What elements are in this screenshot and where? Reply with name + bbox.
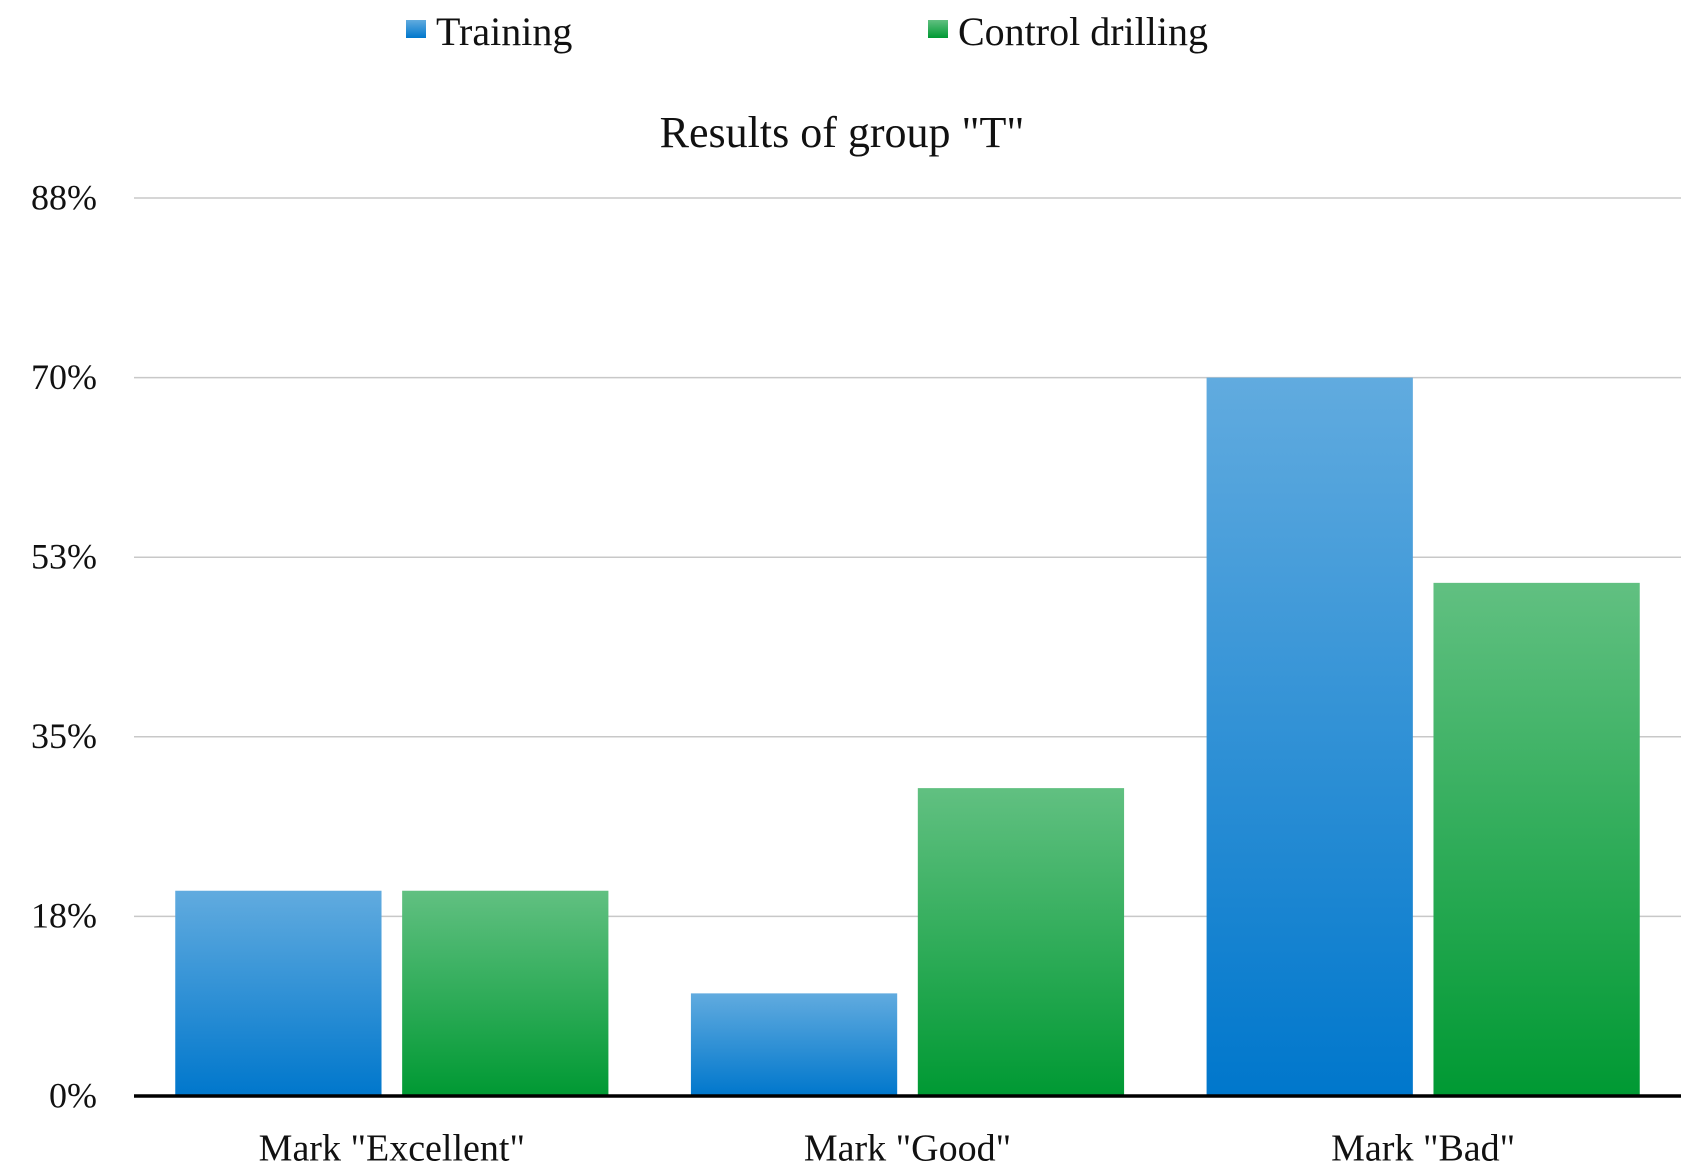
x-tick-label: Mark "Bad" <box>1331 1128 1515 1170</box>
bar <box>1433 582 1640 1096</box>
x-tick-label: Mark "Good" <box>804 1128 1011 1170</box>
bar <box>402 890 609 1096</box>
legend-label: Control drilling <box>958 9 1208 54</box>
y-tick-label: 88% <box>31 177 97 217</box>
legend-swatch <box>928 20 948 38</box>
y-tick-label: 70% <box>31 357 97 397</box>
x-tick-label: Mark "Excellent" <box>259 1128 525 1170</box>
bar <box>917 788 1125 1096</box>
legend-label: Training <box>436 9 572 54</box>
legend-swatch <box>406 20 426 38</box>
bar <box>175 890 382 1096</box>
y-tick-label: 18% <box>31 896 97 936</box>
bar <box>1206 377 1413 1097</box>
chart-title: Results of group "T" <box>660 108 1025 157</box>
y-tick-label: 53% <box>31 536 97 576</box>
y-tick-label: 0% <box>49 1075 97 1115</box>
y-tick-label: 35% <box>31 716 97 756</box>
bar <box>690 993 898 1096</box>
